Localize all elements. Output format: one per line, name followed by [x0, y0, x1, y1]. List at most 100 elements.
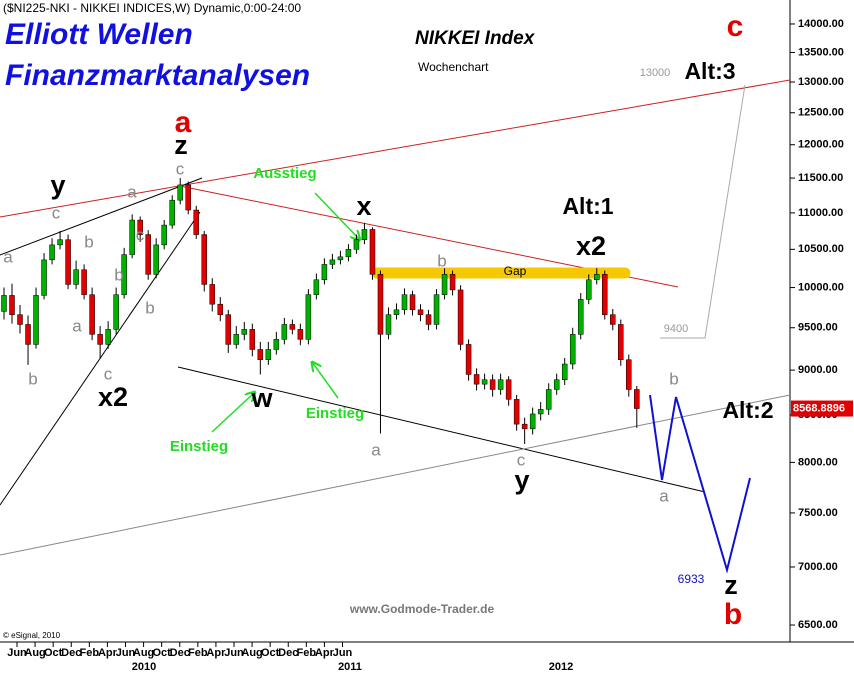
candle-body [393, 309, 400, 315]
candle-body [217, 303, 224, 315]
annotation: a [659, 486, 669, 505]
candle-body [113, 294, 119, 330]
candle-body [225, 314, 232, 345]
candle-body [273, 339, 280, 350]
annotation: c [104, 364, 113, 383]
candle-body [289, 324, 296, 330]
annotation: Wochenchart [418, 60, 489, 74]
candle-body [321, 264, 328, 281]
candle-body [505, 379, 512, 400]
last-price-box [791, 400, 853, 417]
annotation: Ausstieg [253, 165, 316, 182]
y-tick-label: 11500.00 [798, 172, 843, 184]
x-tick-label: Jun [7, 647, 27, 659]
candle-body [193, 209, 199, 235]
candle-body [281, 324, 288, 340]
candle-body [353, 239, 360, 250]
x-tick-label: Dec [170, 647, 190, 659]
annotation: y [514, 465, 529, 495]
y-tick-label: 9000.00 [798, 364, 838, 376]
annotation: x2 [98, 382, 128, 412]
candle-body [9, 295, 15, 315]
candle-body [153, 244, 159, 275]
candle-body [1, 295, 7, 312]
candle-body [249, 329, 256, 350]
x-tick-label: Jun [116, 647, 136, 659]
annotation: c [52, 203, 61, 222]
y-tick-label: 9500.00 [798, 322, 838, 334]
candle-body [545, 389, 552, 410]
candle-body [569, 334, 576, 365]
candle-body [41, 259, 47, 296]
annotation: w [250, 383, 273, 413]
candle-body [17, 314, 23, 325]
candle-body [425, 314, 432, 325]
annotation: Alt:1 [562, 193, 613, 219]
candle-body [561, 363, 568, 380]
candle-body [497, 379, 504, 390]
x-tick-label: Jun [224, 647, 244, 659]
candle-body [177, 184, 183, 201]
candle-body [97, 334, 103, 345]
candle-body [626, 359, 632, 390]
annotation: b [114, 265, 123, 284]
annotation: NIKKEI Index [415, 28, 536, 49]
candle-body [417, 309, 424, 315]
annotation: c [517, 450, 526, 469]
annotation: a [127, 182, 137, 201]
candle-body [57, 239, 63, 246]
candle-body [593, 274, 600, 281]
candle-body [537, 409, 544, 415]
candle-body [25, 324, 31, 345]
candle-body [137, 219, 143, 235]
annotation: y [50, 170, 65, 200]
candle-body [409, 294, 416, 311]
annotation: a [3, 247, 13, 266]
candle-body [65, 239, 71, 285]
last-price-label: 8568.8896 [793, 402, 845, 414]
candle-body [169, 199, 175, 226]
annotation: Einstieg [306, 405, 364, 422]
candle-body [209, 284, 216, 305]
candle-body [401, 294, 408, 311]
candle-body [105, 329, 111, 345]
candle-body [233, 334, 240, 345]
y-tick-label: 13000.00 [798, 76, 844, 88]
x-tick-label: Feb [188, 647, 208, 659]
annotation: z [724, 570, 738, 600]
x-tick-label: Oct [44, 647, 63, 659]
x-tick-label: Oct [152, 647, 171, 659]
year-label: 2010 [132, 661, 156, 673]
candle-body [529, 413, 536, 430]
candle-body [185, 184, 191, 211]
candle-body [553, 379, 560, 390]
y-tick-label: 14000.00 [798, 18, 844, 30]
candle-body [33, 295, 39, 345]
annotation: b [84, 232, 93, 251]
candle-body [489, 379, 496, 390]
candle-body [618, 324, 624, 360]
candle-body [345, 249, 352, 258]
candle-body [602, 274, 608, 315]
candle-body [385, 314, 392, 335]
annotation: 6933 [678, 572, 705, 586]
candle-body [481, 379, 488, 385]
x-tick-label: Apr [98, 647, 118, 659]
annotation: z [174, 130, 188, 160]
y-tick-label: 7000.00 [798, 561, 838, 573]
annotation: Gap [504, 264, 527, 278]
trendlines [0, 79, 791, 574]
candle-body [465, 344, 472, 375]
x-tick-label: Dec [278, 647, 298, 659]
year-label: 2012 [549, 661, 573, 673]
candle-body [201, 234, 207, 285]
annotation: b [669, 369, 678, 388]
candle-body [161, 224, 167, 246]
candle-body [129, 219, 135, 255]
candle-body [585, 279, 592, 300]
candle-body [577, 299, 584, 335]
candle-body [49, 244, 55, 261]
annotation: a [175, 106, 192, 139]
